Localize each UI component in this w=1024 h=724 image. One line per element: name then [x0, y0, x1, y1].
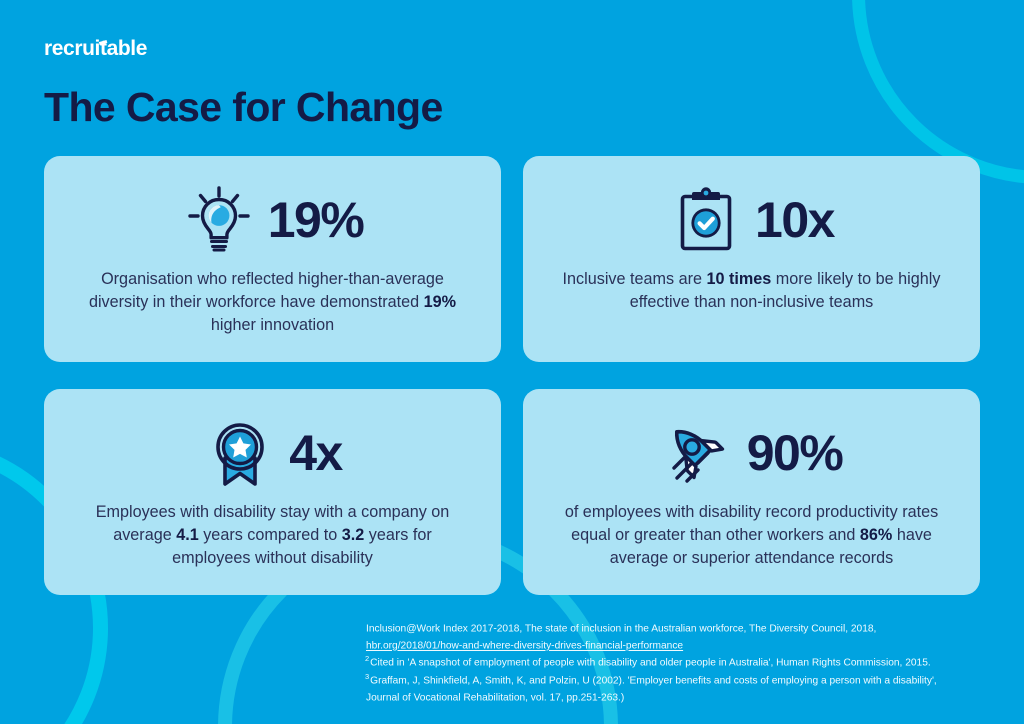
footnote-line: Journal of Vocational Rehabilitation, vo…	[365, 689, 1005, 706]
stat-card-grid: 19% Organisation who reflected higher-th…	[44, 156, 980, 595]
footnote-marker: 2	[365, 654, 370, 664]
logo-text-before: recrui	[44, 37, 100, 60]
footnote-line: hbr.org/2018/01/how-and-where-diversity-…	[365, 637, 1005, 654]
footnotes-block: Inclusion@Work Index 2017-2018, The stat…	[365, 620, 1005, 706]
body-text-segment: years compared to	[198, 526, 342, 544]
stat-value: 4x	[289, 425, 343, 481]
footnote-line: Inclusion@Work Index 2017-2018, The stat…	[365, 620, 1005, 637]
footnote-text: Journal of Vocational Rehabilitation, vo…	[366, 692, 625, 704]
award-medal-icon	[216, 423, 264, 486]
body-text-segment: years for employees without disability	[172, 526, 432, 567]
stat-card: 19% Organisation who reflected higher-th…	[44, 156, 501, 362]
stat-value: 19%	[267, 192, 365, 248]
footnote-link[interactable]: hbr.org/2018/01/how-and-where-diversity-…	[366, 640, 684, 652]
footnote-marker: 3	[365, 671, 370, 681]
body-text-highlight: 10 times	[706, 270, 772, 288]
brand-logo: recruitable	[44, 38, 147, 59]
clipboard-check-icon	[680, 187, 732, 251]
body-text-highlight: 19%	[423, 293, 457, 311]
body-text-highlight: 3.2	[341, 526, 365, 544]
body-text-highlight: 86%	[859, 526, 893, 544]
stat-value: 10x	[755, 192, 835, 248]
footnote-line: 3Graffam, J, Shinkfield, A, Smith, K, an…	[365, 672, 1005, 689]
stat-card: 4x Employees with disability stay with a…	[44, 389, 501, 595]
body-text-highlight: 4.1	[176, 526, 199, 544]
stat-card: 90% of employees with disability record …	[523, 389, 980, 595]
footnote-text: Inclusion@Work Index 2017-2018, The stat…	[366, 623, 877, 635]
stat-card-head: 90%	[661, 411, 844, 495]
stat-card-body: Inclusive teams are 10 times more likely…	[552, 268, 952, 314]
body-text-segment: have average or superior attendance reco…	[609, 526, 932, 567]
logo-t-glyph: t	[99, 37, 107, 60]
logo-text-after: able	[106, 37, 148, 60]
stat-card-body: Employees with disability stay with a co…	[73, 501, 473, 570]
body-text-segment: more likely to be highly effective than …	[629, 270, 941, 311]
stat-card-body: of employees with disability record prod…	[552, 501, 952, 570]
stat-card-body: Organisation who reflected higher-than-a…	[73, 268, 473, 337]
body-text-segment: Organisation who reflected higher-than-a…	[88, 270, 444, 311]
body-text-segment: higher innovation	[210, 316, 335, 334]
body-text-segment: of employees with disability record prod…	[564, 503, 939, 544]
stat-card: 10x Inclusive teams are 10 times more li…	[523, 156, 980, 362]
stat-card-head: 10x	[669, 178, 835, 262]
stat-value: 90%	[746, 425, 844, 481]
footnote-text: Cited in 'A snapshot of employment of pe…	[370, 657, 931, 669]
body-text-segment: Inclusive teams are	[562, 270, 707, 288]
footnote-line: 2Cited in 'A snapshot of employment of p…	[365, 654, 1005, 671]
stat-card-head: 19%	[182, 178, 365, 262]
footnote-text: Graffam, J, Shinkfield, A, Smith, K, and…	[370, 674, 937, 686]
stat-card-head: 4x	[203, 411, 343, 495]
lightbulb-icon	[188, 186, 250, 252]
body-text-segment: Employees with disability stay with a co…	[95, 503, 450, 544]
rocket-icon	[672, 429, 724, 483]
page-title: The Case for Change	[44, 84, 443, 130]
